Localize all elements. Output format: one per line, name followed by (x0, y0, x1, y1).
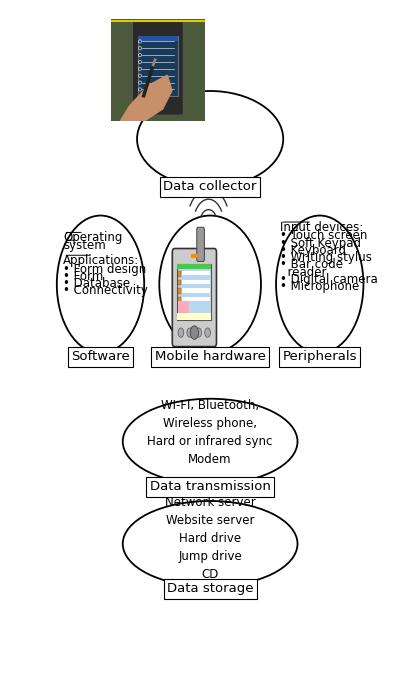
Bar (177, 271, 180, 276)
Text: • Database: • Database (63, 277, 130, 290)
Text: system: system (63, 239, 106, 252)
Text: Applications:: Applications: (63, 254, 139, 267)
Text: • Microphone: • Microphone (279, 280, 358, 293)
Bar (177, 264, 211, 269)
Text: • Connectivity: • Connectivity (63, 284, 148, 297)
Text: • Form design: • Form design (63, 262, 146, 276)
Text: Peripherals: Peripherals (282, 350, 356, 363)
Text: Data transmission: Data transmission (149, 480, 270, 493)
Text: Software: Software (71, 350, 130, 363)
FancyBboxPatch shape (132, 21, 183, 115)
Bar (177, 264, 211, 319)
Bar (177, 297, 180, 303)
Text: Network server
Website server
Hard drive
Jump drive
CD: Network server Website server Hard drive… (164, 496, 255, 581)
Bar (181, 280, 210, 284)
Circle shape (190, 326, 198, 339)
Polygon shape (120, 75, 172, 121)
Text: Data collector: Data collector (163, 180, 256, 193)
Circle shape (204, 328, 210, 337)
Bar (190, 254, 198, 258)
Text: Mobile hardware: Mobile hardware (154, 350, 265, 363)
Text: WI-FI, Bluetooth,
Wireless phone,
Hard or infrared sync
Modem: WI-FI, Bluetooth, Wireless phone, Hard o… (147, 399, 272, 466)
Text: Data storage: Data storage (166, 582, 253, 595)
Bar (138, 36, 177, 96)
Text: • Form: • Form (63, 270, 103, 283)
Bar (138, 36, 177, 41)
FancyBboxPatch shape (172, 249, 216, 346)
Text: • Touch screen: • Touch screen (279, 229, 366, 243)
Circle shape (187, 328, 192, 337)
Text: • Keyboard: • Keyboard (279, 244, 345, 257)
Text: • Soft Keypad: • Soft Keypad (279, 237, 360, 249)
FancyBboxPatch shape (196, 227, 204, 262)
Bar (181, 271, 210, 275)
Text: • Writing stylus: • Writing stylus (279, 251, 371, 264)
Text: • Digital camera: • Digital camera (279, 273, 377, 286)
Circle shape (196, 328, 201, 337)
Circle shape (178, 328, 183, 337)
Bar (178, 301, 189, 315)
Text: Operating: Operating (63, 231, 122, 245)
Bar (181, 297, 210, 301)
Text: Input devices:: Input devices: (279, 221, 362, 234)
Bar (177, 313, 211, 319)
Bar (177, 280, 180, 285)
Bar (177, 288, 180, 294)
Text: • Bar code: • Bar code (279, 258, 342, 272)
Bar (181, 288, 210, 293)
Text: reader: reader (279, 266, 326, 278)
